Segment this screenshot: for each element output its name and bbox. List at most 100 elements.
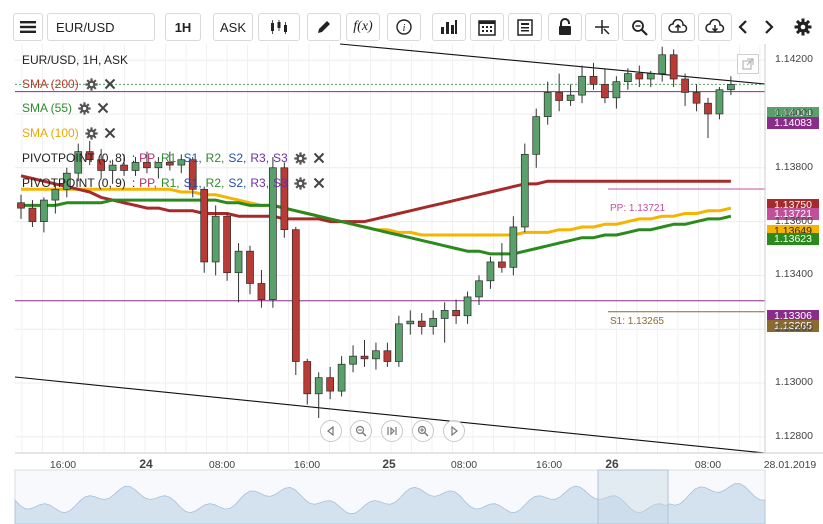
gear-icon[interactable] [790, 13, 816, 41]
news-icon[interactable] [508, 13, 542, 41]
y-tick-label: 1.13800 [775, 160, 813, 173]
price-side-button[interactable]: ASK [213, 13, 253, 41]
x-tick-label: 16:00 [535, 459, 563, 471]
svg-text:i: i [403, 23, 406, 34]
pivot-s3: S3 [273, 176, 288, 190]
candle [108, 159, 117, 184]
lock-icon[interactable] [548, 13, 582, 41]
candle-body [383, 350, 392, 362]
candle [28, 200, 37, 227]
pivot-r1: R1, [160, 176, 180, 190]
y-tick-label: 1.13000 [775, 376, 813, 389]
candle [51, 183, 60, 214]
gear-icon[interactable] [294, 176, 307, 190]
hamburger-menu-icon[interactable] [13, 13, 43, 41]
nav-left-icon[interactable] [320, 420, 342, 442]
candle-body [314, 377, 323, 395]
candle [704, 97, 712, 139]
sma55-price-label: 1.13623 [767, 233, 819, 245]
candle-body [269, 167, 277, 300]
fx-icon[interactable]: f(x) [346, 13, 380, 41]
candle-body [257, 283, 266, 300]
candle [543, 81, 552, 125]
navigator-window [597, 469, 669, 524]
candle [143, 151, 151, 174]
candle-body [566, 94, 575, 101]
candle [211, 205, 220, 276]
gear-icon[interactable] [85, 77, 98, 91]
candle [314, 372, 323, 419]
download-icon[interactable] [698, 13, 732, 41]
bars-icon[interactable] [432, 13, 466, 41]
gear-icon[interactable] [294, 151, 307, 165]
candle-body [326, 377, 334, 392]
candle-body [669, 54, 678, 80]
zoom-icon[interactable] [622, 13, 656, 41]
candle-body [143, 162, 151, 169]
expand-icon[interactable] [737, 54, 759, 74]
candle [200, 186, 209, 273]
candle [692, 84, 701, 112]
reset-view-icon[interactable] [381, 420, 403, 442]
x-tick-label: 28.01.2019 [763, 459, 817, 471]
candle [395, 315, 403, 367]
candle-body [154, 162, 163, 169]
candle-body [28, 207, 37, 222]
candle-body [612, 81, 621, 99]
candle-body [40, 199, 48, 222]
info-icon[interactable]: i [387, 13, 421, 41]
close-icon[interactable] [313, 152, 325, 164]
pivot-r2: R2, [205, 176, 225, 190]
close-icon[interactable] [97, 102, 109, 114]
pivot-label: PIVOTPOINT (0, 9) [22, 176, 126, 190]
candle [669, 49, 678, 88]
gear-icon[interactable] [78, 101, 91, 115]
toolbar: 1H ASK f(x) i [0, 0, 823, 44]
candle [360, 339, 369, 367]
symbol-input[interactable] [47, 13, 155, 41]
timeframe-button[interactable]: 1H [165, 13, 201, 41]
candle [349, 345, 357, 373]
trend-line-lower [14, 376, 766, 454]
candle-body [601, 84, 609, 99]
zoom-in-icon[interactable] [412, 420, 434, 442]
arrow-left-icon[interactable] [732, 13, 754, 41]
crosshair-icon[interactable] [585, 13, 619, 41]
gear-icon[interactable] [85, 126, 98, 140]
indicator-row-pivot-8: PIVOTPOINT (0, 8) : PP, R1, S1, R2, S2, … [22, 149, 325, 167]
close-icon[interactable] [104, 78, 116, 90]
close-icon[interactable] [104, 127, 116, 139]
nav-right-icon[interactable] [443, 420, 465, 442]
candle-body [704, 102, 712, 115]
close-icon[interactable] [313, 177, 325, 189]
candle [612, 76, 621, 109]
x-tick-label: 08:00 [450, 459, 478, 471]
candle [440, 302, 449, 343]
candle [40, 197, 48, 233]
zoom-out-icon[interactable] [350, 420, 372, 442]
candle-body [97, 159, 106, 171]
calendar-icon[interactable] [470, 13, 504, 41]
x-tick-label: 26 [605, 457, 619, 471]
upload-icon[interactable] [661, 13, 695, 41]
pen-icon[interactable] [307, 13, 341, 41]
y-tick-label: 1.13200 [775, 322, 813, 335]
candle [257, 270, 266, 308]
candle-body [234, 250, 243, 274]
candle-body [74, 151, 83, 174]
candles-icon[interactable] [258, 13, 300, 41]
candle [452, 299, 460, 324]
chart-title: EUR/USD, 1H, ASK [22, 53, 129, 67]
navigator-series [14, 483, 766, 524]
candle-body [429, 318, 438, 327]
s1-line-price-label: 1.13306 [767, 310, 819, 322]
pp-price-label: 1.13721 [767, 208, 819, 220]
candle-body [85, 151, 94, 161]
candle-body [440, 310, 449, 319]
candle-body [395, 323, 403, 362]
candle [246, 245, 254, 295]
candle-body [452, 310, 460, 317]
candle-body [646, 73, 655, 80]
arrow-right-icon[interactable] [758, 13, 780, 41]
